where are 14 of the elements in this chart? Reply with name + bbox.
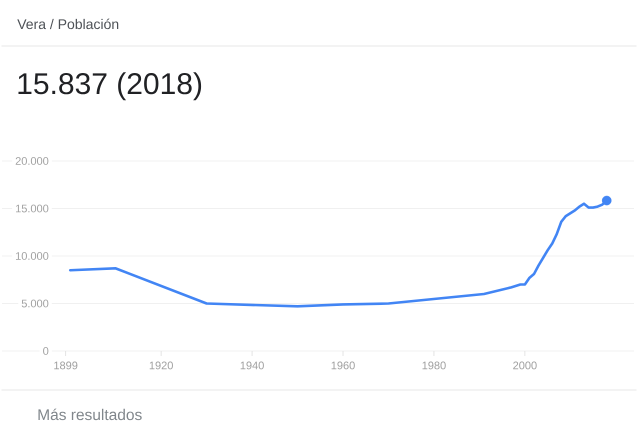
x-tick-label: 2000 <box>513 362 537 370</box>
y-tick-label: 20.000 <box>16 157 48 165</box>
x-tick-label: 1960 <box>332 362 355 370</box>
x-tick-label: 1940 <box>240 362 264 370</box>
y-tick-label: 5.000 <box>22 300 48 308</box>
x-tick-label: 1980 <box>422 362 446 370</box>
x-tick-label: 1920 <box>150 362 173 370</box>
y-tick-label: 15.000 <box>16 204 48 212</box>
chart-title: Vera / Población <box>17 18 118 30</box>
text: Más resultados <box>38 408 142 420</box>
chart-subtitle: 15.837 (2018) <box>18 72 202 100</box>
y-tick-label: 0 <box>43 347 48 355</box>
y-tick-label: 10.000 <box>16 252 48 260</box>
x-tick-label: 1899 <box>54 362 78 370</box>
